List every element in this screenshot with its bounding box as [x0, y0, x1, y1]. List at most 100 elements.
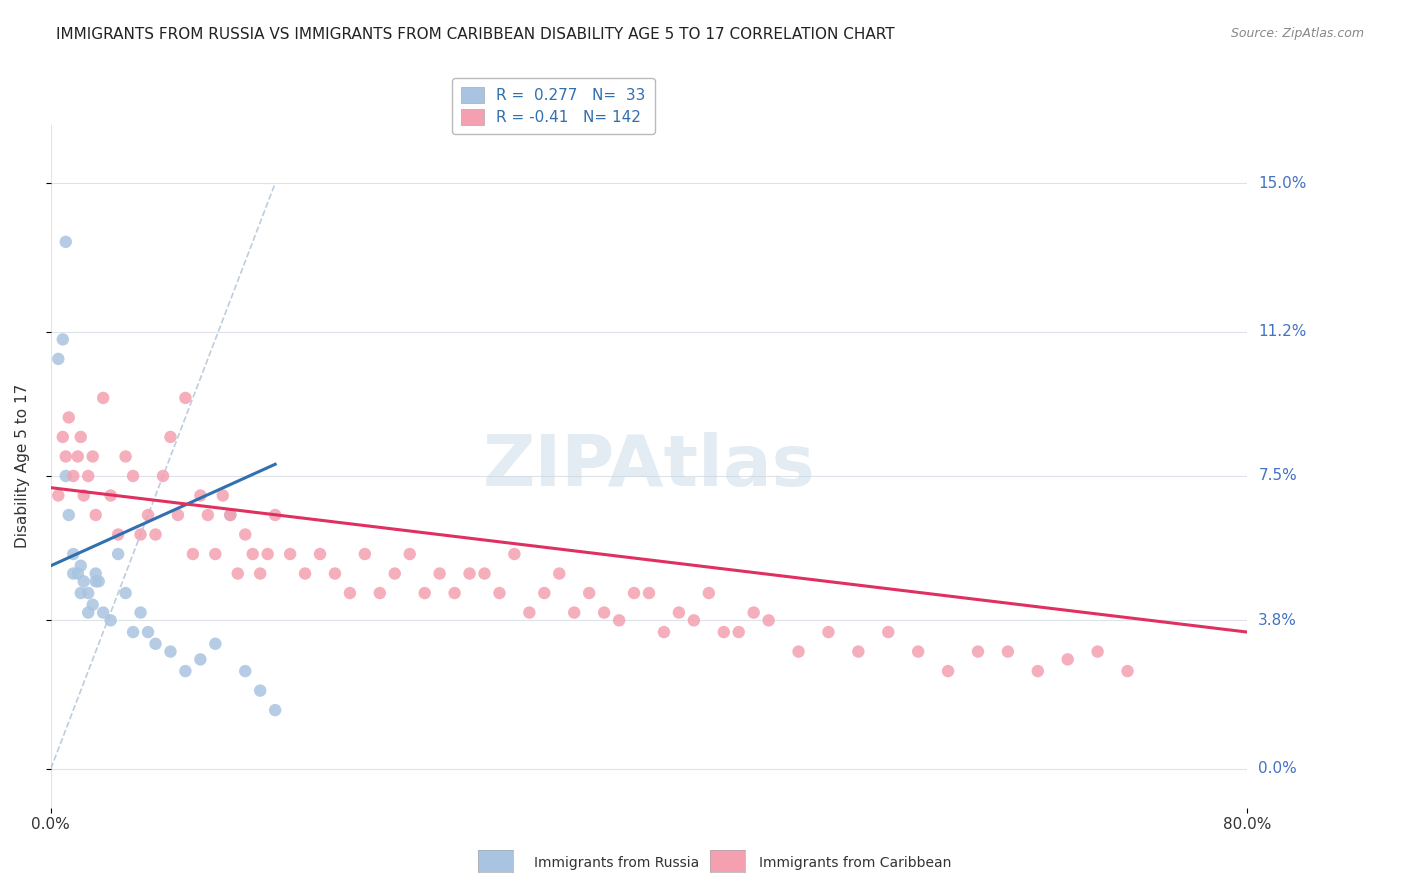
Legend: R =  0.277   N=  33, R = -0.41   N= 142: R = 0.277 N= 33, R = -0.41 N= 142 — [451, 78, 655, 134]
Point — [107, 527, 129, 541]
Point — [62, 469, 84, 483]
Text: Immigrants from Russia: Immigrants from Russia — [534, 855, 700, 870]
Point — [129, 527, 152, 541]
Point — [159, 644, 181, 658]
Point — [145, 527, 167, 541]
Point — [548, 566, 571, 581]
Point — [384, 566, 406, 581]
Point — [55, 235, 77, 249]
Point — [967, 644, 990, 658]
Point — [758, 613, 780, 627]
Point — [503, 547, 526, 561]
Point — [413, 586, 436, 600]
Point — [174, 664, 197, 678]
Point — [122, 625, 145, 640]
Text: Immigrants from Caribbean: Immigrants from Caribbean — [759, 855, 952, 870]
Point — [100, 613, 122, 627]
Point — [519, 606, 541, 620]
Point — [58, 410, 80, 425]
Point — [219, 508, 242, 522]
Point — [82, 450, 104, 464]
Point — [62, 547, 84, 561]
Point — [354, 547, 377, 561]
Point — [652, 625, 675, 640]
Point — [73, 574, 96, 589]
Point — [69, 430, 91, 444]
Point — [84, 566, 107, 581]
Point — [46, 351, 69, 366]
Point — [256, 547, 278, 561]
Point — [55, 469, 77, 483]
Point — [697, 586, 720, 600]
Point — [66, 566, 89, 581]
Point — [152, 469, 174, 483]
Point — [233, 527, 256, 541]
Point — [458, 566, 481, 581]
Point — [91, 391, 114, 405]
Point — [562, 606, 585, 620]
Point — [69, 558, 91, 573]
Point — [1056, 652, 1078, 666]
Point — [87, 574, 110, 589]
Point — [55, 450, 77, 464]
Point — [145, 637, 167, 651]
Text: 15.0%: 15.0% — [1258, 176, 1306, 191]
Point — [167, 508, 190, 522]
Point — [249, 683, 271, 698]
Point — [204, 637, 226, 651]
Point — [727, 625, 749, 640]
Point — [174, 391, 197, 405]
Point — [69, 586, 91, 600]
Text: 7.5%: 7.5% — [1258, 468, 1296, 483]
Point — [488, 586, 510, 600]
Point — [264, 508, 287, 522]
Point — [211, 488, 233, 502]
Point — [997, 644, 1019, 658]
Point — [84, 574, 107, 589]
Point — [429, 566, 451, 581]
Point — [52, 332, 75, 346]
Point — [77, 606, 100, 620]
Point — [817, 625, 839, 640]
Text: Source: ZipAtlas.com: Source: ZipAtlas.com — [1230, 27, 1364, 40]
Point — [638, 586, 661, 600]
Point — [1116, 664, 1139, 678]
Point — [787, 644, 810, 658]
Point — [181, 547, 204, 561]
Point — [159, 430, 181, 444]
Point — [82, 598, 104, 612]
Text: 0.0%: 0.0% — [1258, 761, 1296, 776]
Point — [136, 625, 159, 640]
Point — [204, 547, 226, 561]
Point — [226, 566, 249, 581]
Point — [474, 566, 496, 581]
Point — [607, 613, 630, 627]
Point — [742, 606, 765, 620]
Point — [190, 488, 212, 502]
Point — [91, 606, 114, 620]
Point — [107, 547, 129, 561]
Point — [249, 566, 271, 581]
Point — [219, 508, 242, 522]
Point — [443, 586, 465, 600]
Point — [73, 488, 96, 502]
Point — [190, 652, 212, 666]
Point — [58, 508, 80, 522]
Point — [368, 586, 391, 600]
Point — [578, 586, 600, 600]
Point — [907, 644, 929, 658]
Point — [84, 508, 107, 522]
Point — [309, 547, 332, 561]
Point — [233, 664, 256, 678]
Point — [122, 469, 145, 483]
Text: ZIPAtlas: ZIPAtlas — [482, 432, 815, 500]
Point — [877, 625, 900, 640]
Point — [323, 566, 346, 581]
Point — [682, 613, 704, 627]
Point — [46, 488, 69, 502]
Point — [936, 664, 959, 678]
Point — [713, 625, 735, 640]
Point — [398, 547, 420, 561]
Point — [264, 703, 287, 717]
Point — [294, 566, 316, 581]
